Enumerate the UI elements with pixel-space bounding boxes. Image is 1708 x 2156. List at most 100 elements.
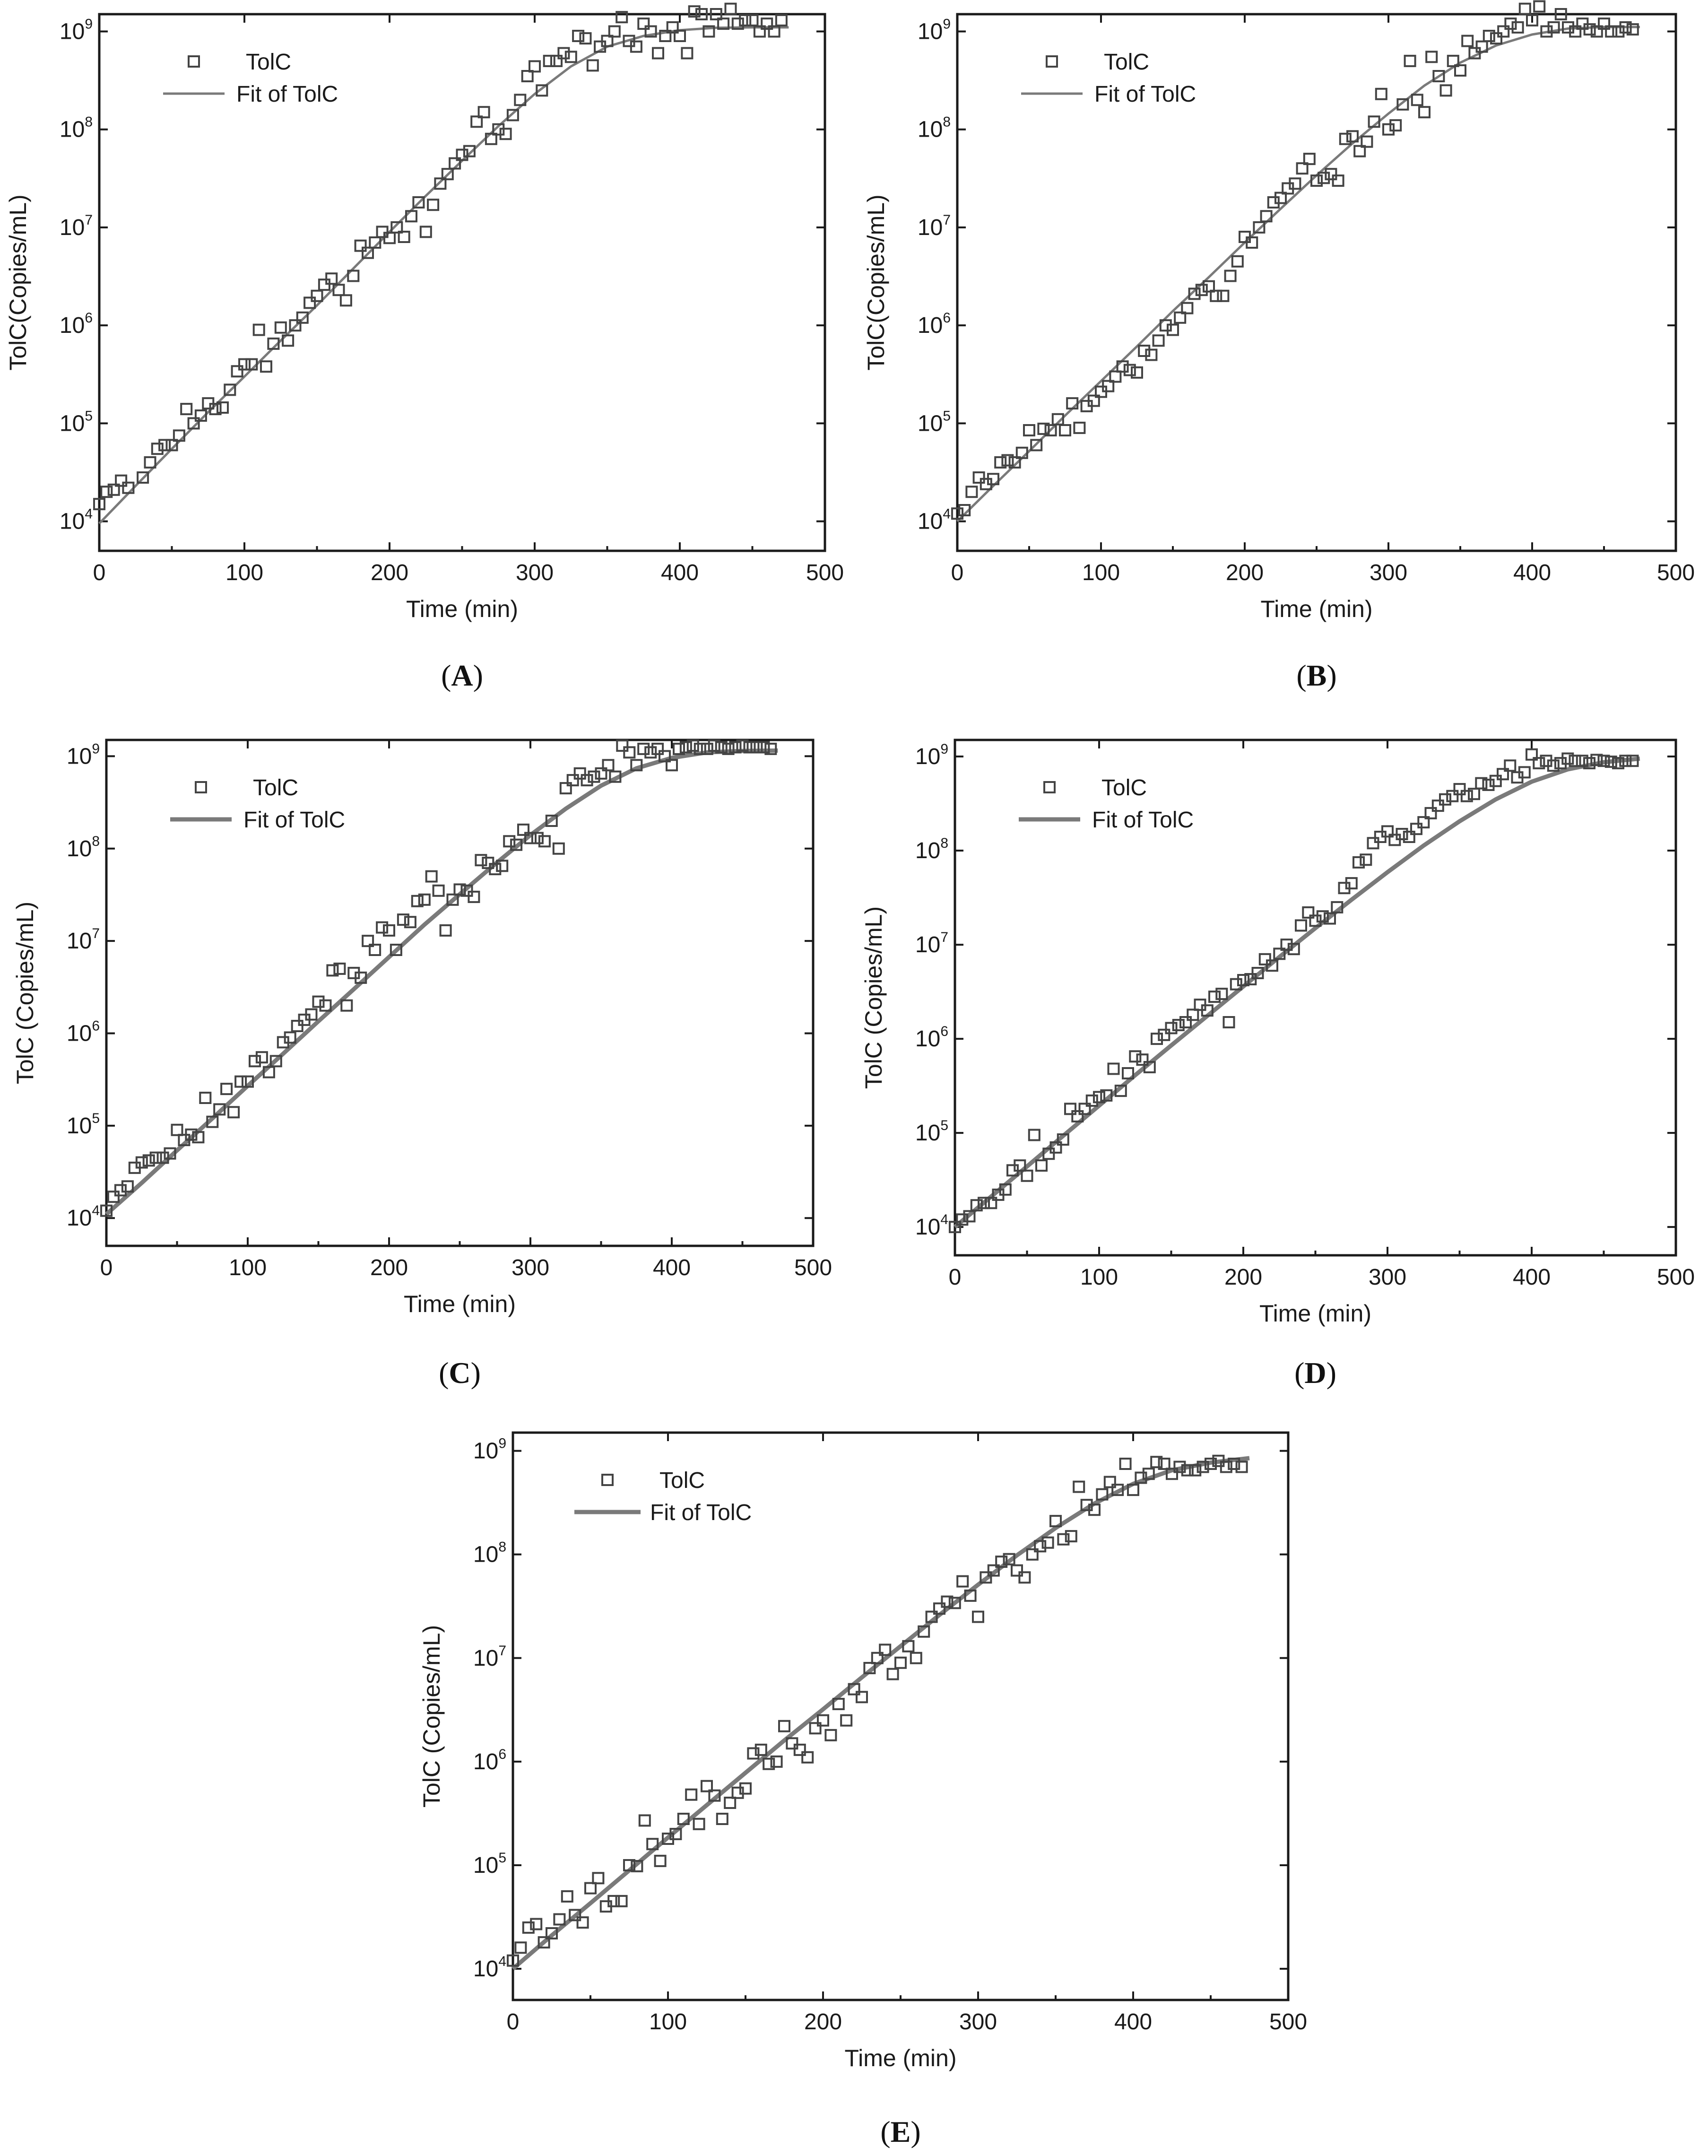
data-point [910,1652,922,1664]
data-point [1230,978,1242,991]
y-tick-label: 104 [915,1212,948,1240]
data-point [1482,779,1495,791]
data-point [121,1180,134,1193]
data-point [963,1210,976,1223]
plot-frame [512,1431,1290,2001]
data-point [753,25,766,38]
data-point [958,504,971,516]
data-point [902,1640,915,1652]
data-point [1324,912,1336,925]
data-point [1205,1458,1217,1470]
data-point [708,1789,721,1802]
legend-label-fit: Fit of TolC [243,808,345,833]
legend-label-fit: Fit of TolC [1092,808,1194,833]
x-tick-label: 300 [516,560,554,585]
y-axis-label: TolC (Copies/mL) [418,1625,445,1808]
data-point [482,857,494,869]
data-point [1165,1022,1178,1035]
data-point [786,1737,798,1750]
data-point [824,1729,837,1741]
data-point [1518,766,1531,779]
data-point [669,1828,682,1840]
data-point [1547,759,1560,772]
data-point [702,25,715,38]
panel-caption: (A) [441,659,483,692]
data-point [595,767,607,780]
data-point [1411,94,1423,106]
x-tick-label: 500 [794,1255,832,1280]
data-point [601,35,614,47]
data-point [522,1921,535,1934]
data-point [475,854,487,867]
y-axis-label: TolC(Copies/mL) [863,194,889,370]
data-point [1222,1016,1235,1028]
data-point [978,1197,990,1209]
data-point [1619,755,1632,767]
data-point [1562,21,1574,34]
data-point [584,1882,597,1895]
data-point [255,1051,268,1064]
y-axis-label: TolC(Copies/mL) [5,194,31,370]
data-point [1403,831,1415,843]
data-point [1389,119,1402,132]
data-point [1167,323,1179,336]
data-point [517,823,529,836]
x-axis-label: Time (min) [406,596,518,622]
data-point [710,8,722,20]
data-point [616,739,629,752]
data-point [510,838,523,851]
data-point [1088,1504,1101,1516]
y-tick-label: 107 [918,212,951,240]
data-point [616,11,628,24]
x-tick-label: 0 [507,2009,520,2034]
x-tick-label: 400 [653,1255,691,1280]
data-point [362,246,374,259]
data-point [1540,25,1553,38]
data-point [1172,1019,1185,1031]
data-point [1360,853,1372,866]
y-tick-label: 106 [67,1018,100,1046]
fit-line [956,26,1640,522]
x-tick-label: 0 [93,560,106,585]
data-point [561,1890,573,1903]
data-point [1302,906,1315,919]
data-point [333,962,346,975]
data-point [122,481,135,494]
data-point [972,471,985,484]
data-point [1266,959,1278,972]
data-point [1210,289,1222,302]
data-point [1332,174,1344,187]
data-point [1073,1480,1085,1493]
x-tick-label: 100 [1080,1265,1118,1290]
data-point [1295,919,1307,932]
data-point [686,739,699,752]
data-point [770,1755,783,1768]
data-point [269,1055,282,1068]
panel-caption: (C) [439,1356,481,1390]
data-point [93,498,105,511]
data-point [576,1916,589,1929]
data-point [956,1575,969,1588]
data-point [685,1788,698,1801]
data-point [754,1743,767,1756]
panel-caption: (B) [1296,659,1336,692]
data-point [1460,790,1473,802]
data-point [1417,816,1430,829]
data-point [1085,1094,1098,1107]
fit-line [98,26,789,524]
data-point [717,17,730,30]
data-point [369,944,381,956]
data-point [434,177,447,190]
data-point [724,1797,737,1809]
y-tick-label: 109 [473,1436,506,1464]
data-point [115,474,128,487]
data-point [354,239,367,252]
data-point [1030,439,1043,452]
data-point [543,54,555,67]
data-point [708,739,720,752]
data-point [1023,424,1035,436]
data-point [432,884,445,897]
data-point [1569,755,1581,767]
data-point [1152,334,1165,347]
data-point [524,832,537,844]
